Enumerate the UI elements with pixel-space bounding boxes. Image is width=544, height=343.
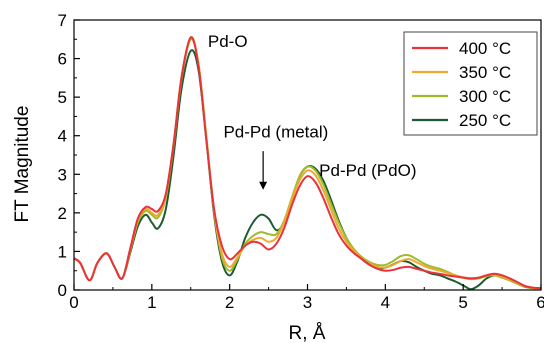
x-tick-label-0: 0 <box>69 293 78 312</box>
y-tick-label-5: 5 <box>58 88 67 107</box>
legend-label-0: 400 °C <box>459 39 511 58</box>
y-tick-label-7: 7 <box>58 11 67 30</box>
legend-box <box>403 31 538 136</box>
annotation-2: Pd-Pd (PdO) <box>319 161 416 180</box>
y-axis-label: FT Magnitude <box>12 106 33 223</box>
y-tick-label-2: 2 <box>58 204 67 223</box>
annotation-0: Pd-O <box>208 32 248 51</box>
x-axis-label: R, Å <box>289 323 326 343</box>
x-tick-label-3: 3 <box>303 293 312 312</box>
legend-label-3: 250 °C <box>459 111 511 130</box>
legend-label-1: 350 °C <box>459 63 511 82</box>
y-tick-label-3: 3 <box>58 165 67 184</box>
y-tick-label-4: 4 <box>58 127 67 146</box>
legend: 400 °C 350 °C 300 °C 250 °C <box>403 31 538 136</box>
y-tick-label-0: 0 <box>58 281 67 300</box>
legend-label-2: 300 °C <box>459 87 511 106</box>
annotation-1: Pd-Pd (metal) <box>223 123 328 142</box>
x-tick-label-6: 6 <box>536 293 544 312</box>
legend-items: 400 °C 350 °C 300 °C 250 °C <box>412 39 511 130</box>
x-tick-label-2: 2 <box>225 293 234 312</box>
x-tick-label-5: 5 <box>458 293 467 312</box>
annotation-layer: Pd-O Pd-Pd (metal) Pd-Pd (PdO) <box>208 32 416 190</box>
x-tick-label-1: 1 <box>147 293 156 312</box>
x-tick-label-4: 4 <box>381 293 390 312</box>
y-tick-label-6: 6 <box>58 50 67 69</box>
arrow-head-icon <box>259 181 268 190</box>
series-line-0 <box>73 36 542 290</box>
axes-layer: 0 1 2 3 4 5 6 0 1 2 3 4 5 6 7 <box>58 11 544 312</box>
y-tick-label-1: 1 <box>58 242 67 261</box>
